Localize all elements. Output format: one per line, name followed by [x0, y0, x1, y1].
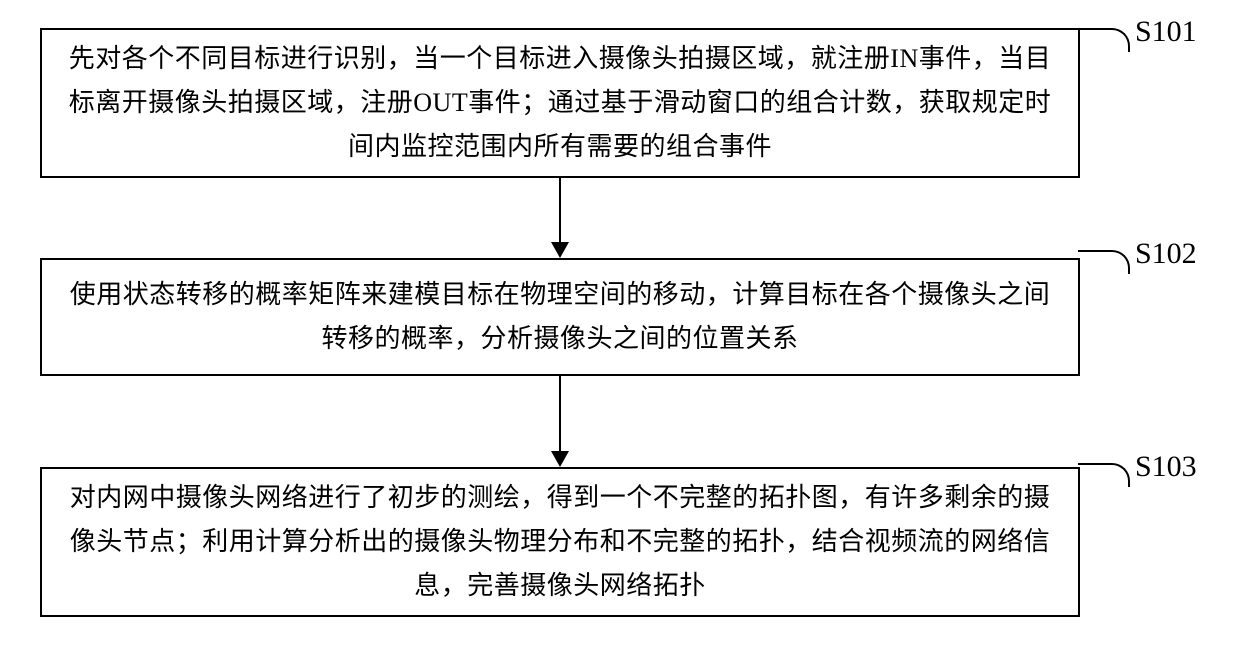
step-label-s101: S101: [1135, 15, 1197, 49]
flowchart-canvas: 先对各个不同目标进行识别，当一个目标进入摄像头拍摄区域，就注册IN事件，当目标离…: [0, 0, 1240, 653]
label-connector: [1078, 463, 1130, 487]
edge-line: [559, 376, 561, 451]
edge-arrowhead: [551, 242, 569, 258]
label-connector: [1078, 28, 1130, 52]
flowchart-node-s101: 先对各个不同目标进行识别，当一个目标进入摄像头拍摄区域，就注册IN事件，当目标离…: [40, 28, 1080, 178]
flowchart-node-s103: 对内网中摄像头网络进行了初步的测绘，得到一个不完整的拓扑图，有许多剩余的摄像头节…: [40, 467, 1080, 617]
edge-line: [559, 178, 561, 242]
node-text: 对内网中摄像头网络进行了初步的测绘，得到一个不完整的拓扑图，有许多剩余的摄像头节…: [62, 476, 1058, 609]
node-text: 使用状态转移的概率矩阵来建模目标在物理空间的移动，计算目标在各个摄像头之间转移的…: [62, 273, 1058, 361]
edge-arrowhead: [551, 451, 569, 467]
step-label-s102: S102: [1135, 237, 1197, 271]
step-label-s103: S103: [1135, 450, 1197, 484]
node-text: 先对各个不同目标进行识别，当一个目标进入摄像头拍摄区域，就注册IN事件，当目标离…: [62, 37, 1058, 170]
label-connector: [1078, 250, 1130, 274]
flowchart-node-s102: 使用状态转移的概率矩阵来建模目标在物理空间的移动，计算目标在各个摄像头之间转移的…: [40, 258, 1080, 376]
